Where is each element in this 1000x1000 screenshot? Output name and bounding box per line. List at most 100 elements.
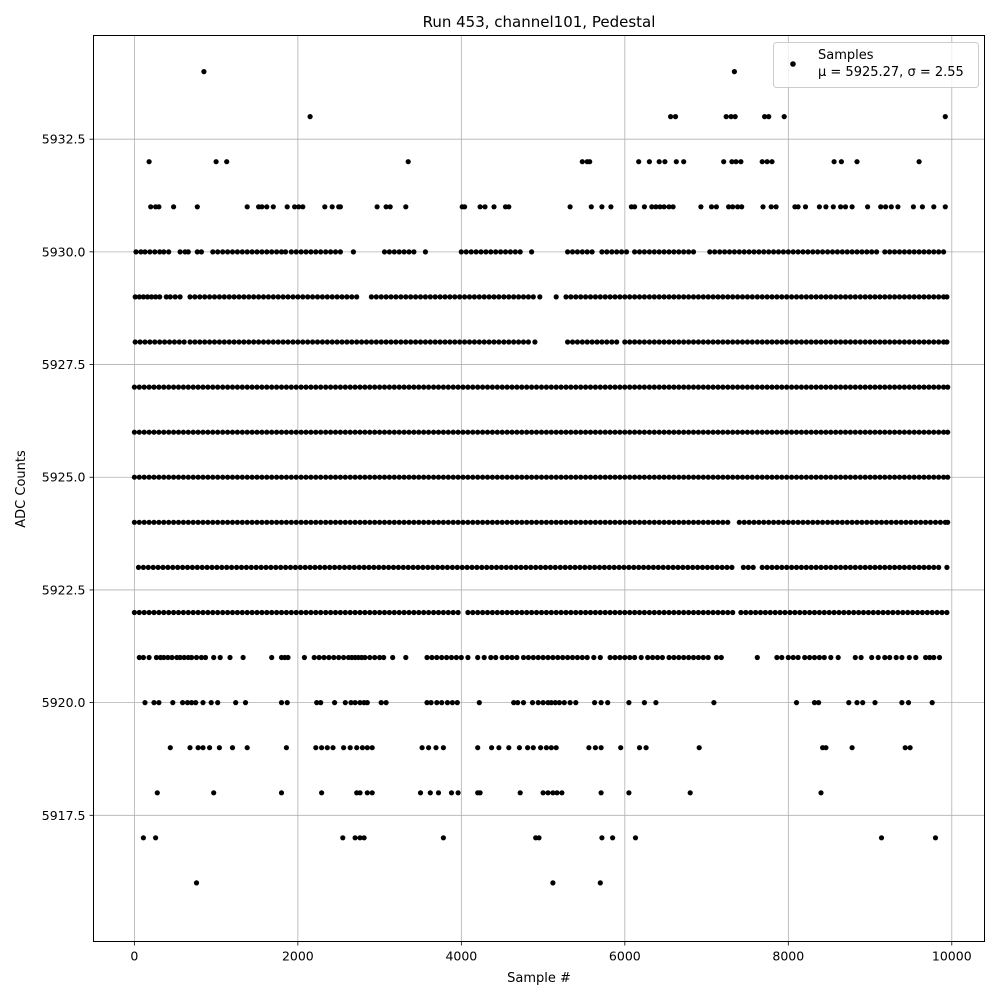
sample-point bbox=[504, 429, 510, 435]
sample-point bbox=[900, 609, 906, 616]
sample-point bbox=[316, 654, 322, 661]
sample-point bbox=[739, 204, 745, 210]
sample-point bbox=[851, 609, 857, 616]
sample-point bbox=[725, 294, 731, 300]
sample-point bbox=[944, 609, 950, 616]
sample-point bbox=[131, 519, 137, 525]
sample-point bbox=[477, 204, 483, 210]
sample-point bbox=[769, 429, 775, 435]
sample-point bbox=[269, 609, 275, 616]
sample-point bbox=[592, 700, 598, 706]
sample-point bbox=[846, 609, 852, 616]
sample-point bbox=[690, 429, 697, 435]
sample-point bbox=[140, 654, 146, 661]
sample-point bbox=[395, 564, 401, 571]
sample-point bbox=[433, 745, 439, 751]
sample-point bbox=[932, 519, 939, 525]
sample-point bbox=[887, 294, 893, 300]
sample-point bbox=[779, 474, 785, 480]
sample-point bbox=[138, 249, 144, 255]
sample-point bbox=[422, 339, 428, 345]
sample-point bbox=[878, 204, 884, 210]
sample-point bbox=[215, 249, 221, 255]
sample-point bbox=[220, 429, 226, 435]
sample-point bbox=[374, 204, 380, 210]
sample-point bbox=[646, 339, 653, 345]
sample-point bbox=[420, 564, 426, 571]
sample-point bbox=[480, 384, 486, 390]
sample-point bbox=[241, 339, 247, 345]
sample-point bbox=[377, 519, 383, 525]
sample-point bbox=[318, 700, 324, 706]
sample-point bbox=[931, 384, 937, 390]
sample-point bbox=[244, 429, 250, 435]
sample-point bbox=[444, 654, 450, 661]
sample-point bbox=[151, 429, 157, 435]
y-axis-ticks: 5917.55920.05922.55925.05927.55930.05932… bbox=[42, 132, 94, 823]
sample-point bbox=[883, 204, 889, 210]
sample-point bbox=[462, 294, 468, 300]
sample-point bbox=[440, 835, 446, 841]
sample-point bbox=[411, 609, 417, 616]
sample-point bbox=[656, 384, 662, 390]
sample-point bbox=[146, 429, 152, 435]
sample-point bbox=[293, 384, 299, 390]
sample-point bbox=[401, 609, 407, 616]
sample-point bbox=[784, 339, 790, 345]
sample-point bbox=[641, 519, 648, 525]
sample-point bbox=[695, 564, 701, 571]
sample-point bbox=[249, 609, 255, 616]
sample-point bbox=[323, 384, 329, 390]
sample-point bbox=[190, 474, 196, 480]
sample-point bbox=[558, 474, 564, 480]
sample-point bbox=[653, 204, 659, 210]
sample-point bbox=[278, 790, 285, 796]
sample-point bbox=[516, 294, 522, 300]
y-tick-label: 5922.5 bbox=[42, 582, 86, 597]
sample-point bbox=[672, 114, 679, 120]
sample-point bbox=[589, 339, 595, 345]
sample-point bbox=[573, 609, 579, 616]
sample-point bbox=[514, 654, 520, 661]
sample-point bbox=[574, 339, 581, 345]
sample-point bbox=[476, 700, 482, 706]
sample-point bbox=[352, 429, 358, 435]
sample-point bbox=[584, 654, 590, 661]
sample-point bbox=[254, 609, 260, 616]
sample-point bbox=[455, 429, 461, 435]
sample-point bbox=[869, 249, 875, 255]
sample-point bbox=[705, 429, 711, 435]
sample-point bbox=[435, 609, 442, 616]
sample-point bbox=[253, 564, 259, 571]
sample-point bbox=[623, 249, 630, 255]
sample-point bbox=[303, 384, 309, 390]
sample-point bbox=[506, 294, 512, 300]
sample-point bbox=[622, 429, 628, 435]
sample-point bbox=[367, 429, 373, 435]
sample-point bbox=[147, 339, 153, 345]
sample-point bbox=[671, 339, 677, 345]
sample-point bbox=[641, 700, 648, 706]
sample-point bbox=[351, 564, 357, 571]
sample-point bbox=[386, 384, 392, 390]
sample-point bbox=[386, 519, 392, 525]
sample-point bbox=[244, 384, 250, 390]
sample-point bbox=[471, 339, 477, 345]
sample-point bbox=[698, 204, 704, 210]
sample-point bbox=[686, 384, 692, 390]
sample-point bbox=[298, 519, 304, 525]
sample-point bbox=[842, 204, 849, 210]
sample-point bbox=[425, 564, 431, 571]
sample-point bbox=[148, 294, 155, 300]
sample-point bbox=[259, 519, 265, 525]
sample-point bbox=[725, 384, 731, 390]
sample-point bbox=[612, 519, 618, 525]
sample-point bbox=[759, 294, 765, 300]
sample-point bbox=[290, 294, 296, 300]
sample-point bbox=[283, 474, 289, 480]
sample-point bbox=[193, 700, 199, 706]
sample-point bbox=[470, 609, 476, 616]
sample-point bbox=[480, 609, 486, 616]
sample-point bbox=[450, 429, 456, 435]
sample-point bbox=[499, 519, 505, 525]
